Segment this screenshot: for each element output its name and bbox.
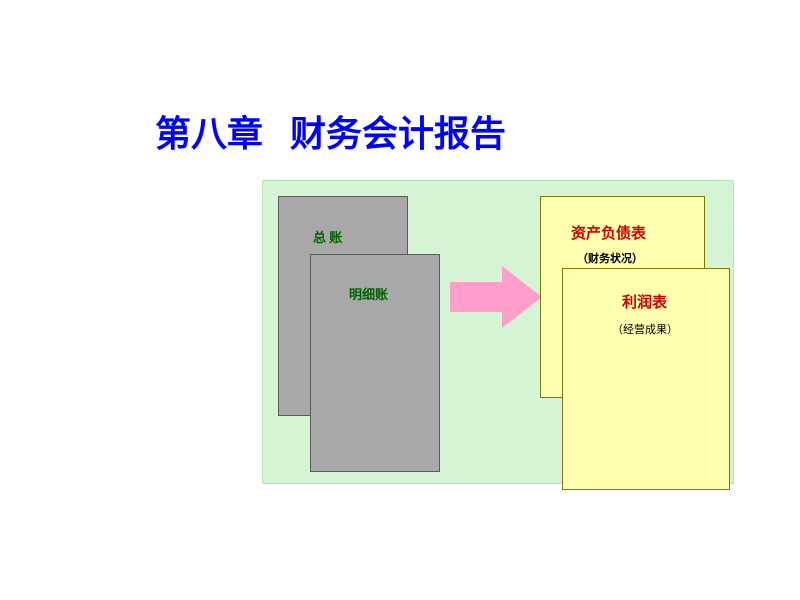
balance-sheet-title: 资产负债表 (571, 222, 646, 243)
ledger-general-label: 总 账 (313, 227, 342, 246)
ledger-detail-label: 明细账 (349, 284, 388, 303)
income-statement-subtitle: （经营成果） (612, 321, 678, 337)
income-statement-title: 利润表 (622, 291, 667, 312)
arrow-icon (450, 282, 502, 312)
balance-sheet-subtitle: （财务状况） (577, 250, 643, 266)
page-title: 第八章 财务会计报告 (155, 105, 506, 157)
arrow-head-icon (502, 266, 542, 328)
